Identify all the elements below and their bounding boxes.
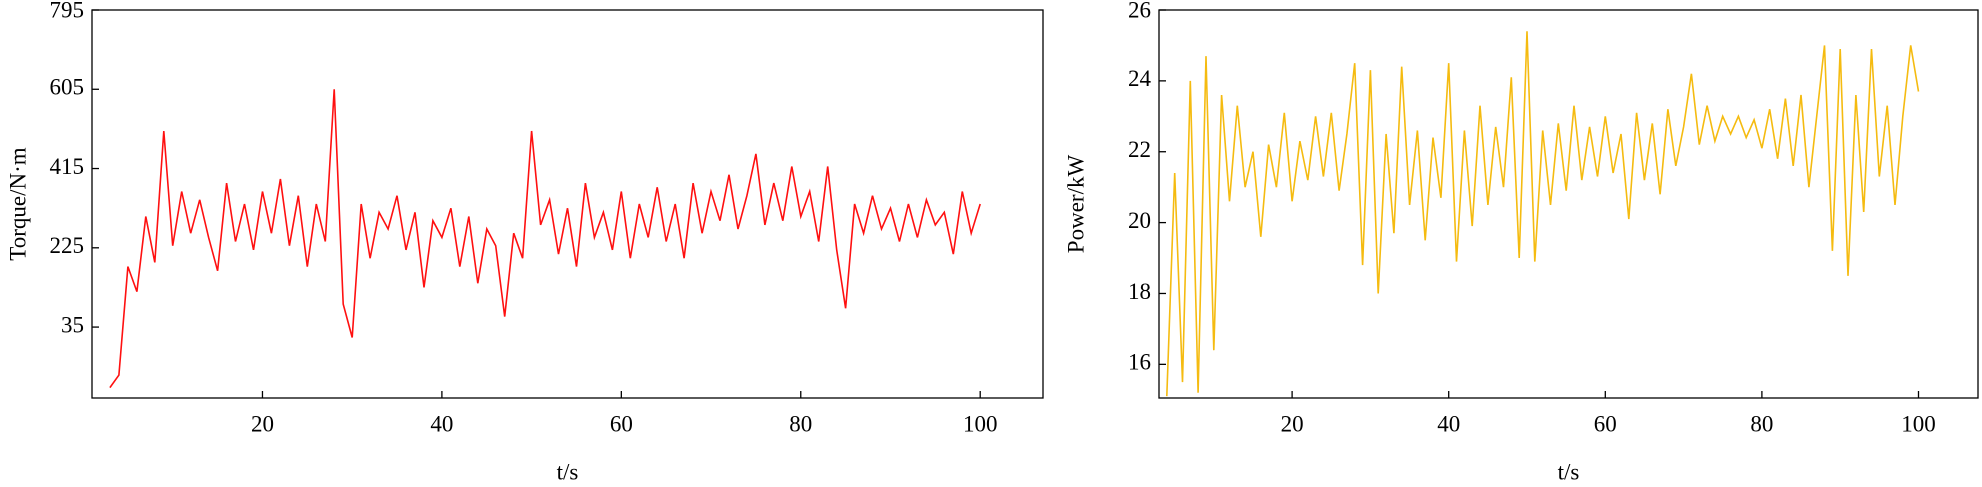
x-tick-label: 60: [610, 411, 633, 436]
x-tick-label: 80: [1750, 411, 1773, 436]
y-axis-label: Power/kW: [1063, 155, 1088, 254]
x-tick-label: 20: [251, 411, 274, 436]
plot-frame: [91, 9, 1044, 399]
x-tick-label: 20: [1281, 411, 1304, 436]
x-tick-label: 80: [789, 411, 812, 436]
y-tick-label: 415: [50, 154, 85, 179]
y-tick-label: 26: [1128, 0, 1151, 22]
x-tick-label: 40: [1437, 411, 1460, 436]
y-tick-label: 22: [1128, 137, 1151, 162]
plot-frame: [1158, 9, 1979, 399]
x-axis-label: t/s: [557, 459, 579, 484]
y-tick-label: 35: [61, 312, 84, 337]
y-tick-label: 18: [1128, 279, 1151, 304]
x-axis-label: t/s: [1558, 459, 1580, 484]
y-tick-label: 20: [1128, 208, 1151, 233]
y-tick-label: 16: [1128, 350, 1151, 375]
data-line: [1166, 31, 1920, 397]
y-tick-label: 225: [50, 233, 85, 258]
y-tick-label: 795: [50, 0, 85, 22]
data-line: [109, 89, 981, 389]
y-tick-label: 605: [50, 75, 85, 100]
y-axis-label: Torque/N·m: [5, 147, 30, 260]
x-tick-label: 60: [1594, 411, 1617, 436]
x-tick-label: 40: [430, 411, 453, 436]
x-tick-label: 100: [963, 411, 998, 436]
y-tick-label: 24: [1128, 66, 1152, 91]
x-tick-label: 100: [1901, 411, 1936, 436]
